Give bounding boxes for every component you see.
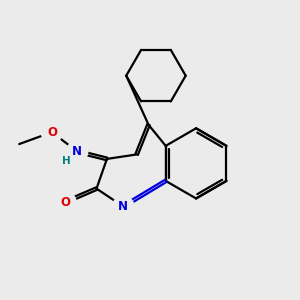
Text: O: O	[47, 126, 57, 139]
Circle shape	[67, 141, 88, 162]
Circle shape	[56, 152, 75, 170]
Circle shape	[41, 122, 62, 143]
Text: H: H	[61, 156, 70, 166]
Text: O: O	[60, 196, 70, 208]
Circle shape	[55, 191, 76, 213]
Circle shape	[112, 196, 134, 217]
Text: N: N	[118, 200, 128, 213]
Text: N: N	[72, 145, 82, 158]
